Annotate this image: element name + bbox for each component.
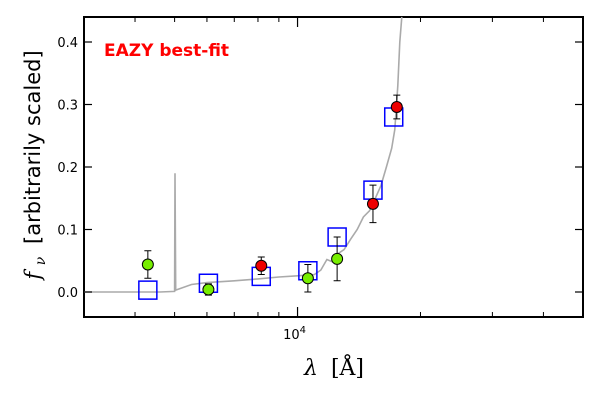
svg-text:λ [Å]: λ [Å] [303, 353, 364, 381]
model-box-marker [138, 280, 158, 300]
green-data-point [331, 252, 344, 265]
plot-area [83, 16, 584, 318]
y-tick-label: 0.3 [57, 99, 78, 114]
x-tick-label: 104 [283, 325, 306, 343]
red-data-point [390, 101, 403, 113]
plot-frame [83, 16, 584, 318]
y-tick-label: 0.4 [57, 36, 78, 51]
y-axis-label: f ν [arbitrarily scaled] [21, 50, 50, 281]
y-tick-label: 0.0 [57, 286, 78, 301]
marks-layer [138, 94, 404, 300]
y-tick-label: 0.1 [57, 224, 78, 239]
x-axis-label: λ [Å] [303, 353, 364, 381]
green-data-point [141, 258, 154, 271]
green-data-point [202, 283, 215, 296]
y-tick-label: 0.2 [57, 161, 78, 176]
svg-text:f ν [arbitrarily s: f ν [arbitrarily scaled] [21, 50, 50, 281]
y-axis-symbol: f [21, 269, 45, 282]
y-axis-subscript: ν [33, 256, 49, 265]
annotation-text: EAZY best-fit [104, 41, 229, 61]
green-data-point [301, 272, 314, 285]
x-axis-unit: [Å] [331, 353, 364, 381]
y-axis-text: [arbitrarily scaled] [21, 50, 45, 244]
red-data-point [366, 197, 379, 210]
red-data-point [255, 259, 268, 272]
x-axis-symbol: λ [303, 356, 318, 381]
x-tick-exponent: 4 [300, 325, 306, 336]
